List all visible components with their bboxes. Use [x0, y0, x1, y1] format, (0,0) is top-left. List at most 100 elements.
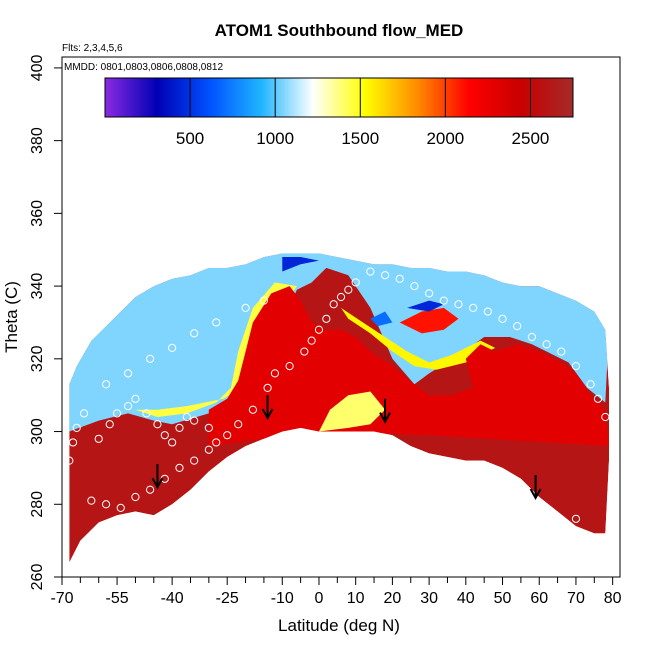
observation-point	[212, 318, 221, 327]
x-tick-label: -40	[161, 590, 184, 607]
observation-point	[278, 463, 287, 473]
observation-point	[182, 412, 191, 422]
heatmap-region	[135, 282, 297, 417]
y-tick-label: 360	[29, 200, 46, 227]
x-tick-label: 40	[457, 590, 475, 607]
observation-point	[175, 463, 184, 473]
x-tick-label: 10	[347, 590, 365, 607]
x-tick-label: -25	[216, 590, 239, 607]
y-tick-label: 380	[29, 127, 46, 154]
observation-point	[380, 271, 390, 280]
flow-arrow	[151, 464, 164, 490]
observation-point	[79, 409, 89, 418]
observation-point	[469, 303, 478, 313]
observation-point	[65, 456, 74, 465]
x-tick-label: 80	[604, 590, 622, 607]
observation-point	[542, 340, 551, 349]
observation-point	[307, 336, 316, 345]
x-tick-label: -55	[106, 590, 129, 607]
colorbar: 500 1000 1500 2000 2500	[104, 77, 574, 148]
observation-point	[329, 300, 338, 309]
observation-point	[454, 300, 463, 309]
observation-point	[68, 438, 78, 447]
observation-point	[388, 456, 397, 465]
x-tick-label: -70	[50, 590, 73, 607]
flights-subtitle: Flts: 2,3,4,5,6	[62, 43, 123, 54]
observation-point	[131, 394, 140, 403]
observation-point	[94, 434, 103, 443]
observation-point	[535, 503, 544, 513]
x-tick-label: 70	[567, 590, 585, 607]
y-tick-label: 300	[29, 418, 46, 445]
plot-area	[65, 253, 610, 563]
observation-point	[146, 485, 155, 494]
heatmap-field	[69, 253, 610, 563]
y-tick-label: 340	[29, 273, 46, 300]
observation-point	[87, 496, 96, 505]
observation-point	[241, 478, 250, 487]
observation-point	[586, 380, 595, 389]
observation-point	[263, 383, 272, 393]
observation-point	[116, 503, 125, 513]
observation-point	[314, 456, 324, 465]
heatmap-region	[208, 286, 610, 447]
colorbar-tick-label: 2000	[426, 129, 464, 148]
observation-point	[131, 492, 140, 502]
observation-point	[513, 321, 522, 331]
observation-point	[160, 431, 169, 440]
observation-point	[483, 307, 492, 316]
observation-point	[146, 354, 155, 363]
observation-point	[241, 303, 250, 313]
colorbar-ticks: 500 1000 1500 2000 2500	[176, 78, 549, 148]
chart-title: ATOM1 Southbound flow_MED	[215, 21, 464, 40]
observation-point	[212, 438, 221, 447]
heatmap-region	[69, 253, 610, 432]
observation-point	[527, 332, 536, 342]
x-tick-label: -10	[271, 590, 294, 607]
observation-point	[336, 292, 346, 302]
y-tick-label: 400	[29, 54, 46, 81]
observation-point	[190, 456, 199, 465]
observation-point	[259, 296, 269, 305]
observation-point	[123, 369, 133, 378]
colorbar-tick-label: 1000	[256, 129, 294, 148]
observation-point	[395, 274, 404, 283]
flow-arrow	[529, 475, 542, 501]
observation-point	[498, 314, 507, 323]
observation-point	[175, 423, 184, 433]
x-tick-label: 30	[420, 590, 438, 607]
observation-point	[142, 409, 151, 418]
observation-point	[234, 420, 243, 429]
y-tick-label: 320	[29, 345, 46, 372]
observation-point	[248, 405, 257, 414]
heatmap-region	[399, 307, 459, 334]
observation-point	[168, 438, 177, 447]
observation-point	[498, 485, 507, 494]
observation-point	[322, 314, 331, 323]
dates-subtitle: MMDD: 0801,0803,0806,0808,0812	[64, 62, 223, 73]
observation-point	[461, 471, 470, 480]
observation-point	[190, 416, 199, 425]
observation-point	[285, 361, 294, 371]
y-tick-label: 280	[29, 491, 46, 518]
observation-point	[314, 325, 324, 334]
observation-point	[190, 329, 199, 338]
observation-point	[366, 267, 375, 276]
colorbar-tick-label: 500	[176, 129, 204, 148]
observation-point	[425, 467, 434, 476]
observation-point	[593, 394, 603, 403]
plot-frame	[61, 56, 621, 578]
observation-point	[425, 289, 434, 298]
observation-point	[571, 361, 581, 371]
colorbar-gradient	[104, 77, 574, 118]
observation-point	[270, 369, 280, 378]
heatmap-region	[282, 257, 319, 272]
observation-point	[439, 296, 448, 305]
observation-point	[153, 420, 162, 429]
x-tick-label: 60	[530, 590, 548, 607]
heatmap-region	[370, 311, 393, 327]
colorbar-tick-label: 2500	[512, 129, 550, 148]
observation-point	[601, 412, 610, 422]
y-tick-label: 260	[29, 564, 46, 591]
